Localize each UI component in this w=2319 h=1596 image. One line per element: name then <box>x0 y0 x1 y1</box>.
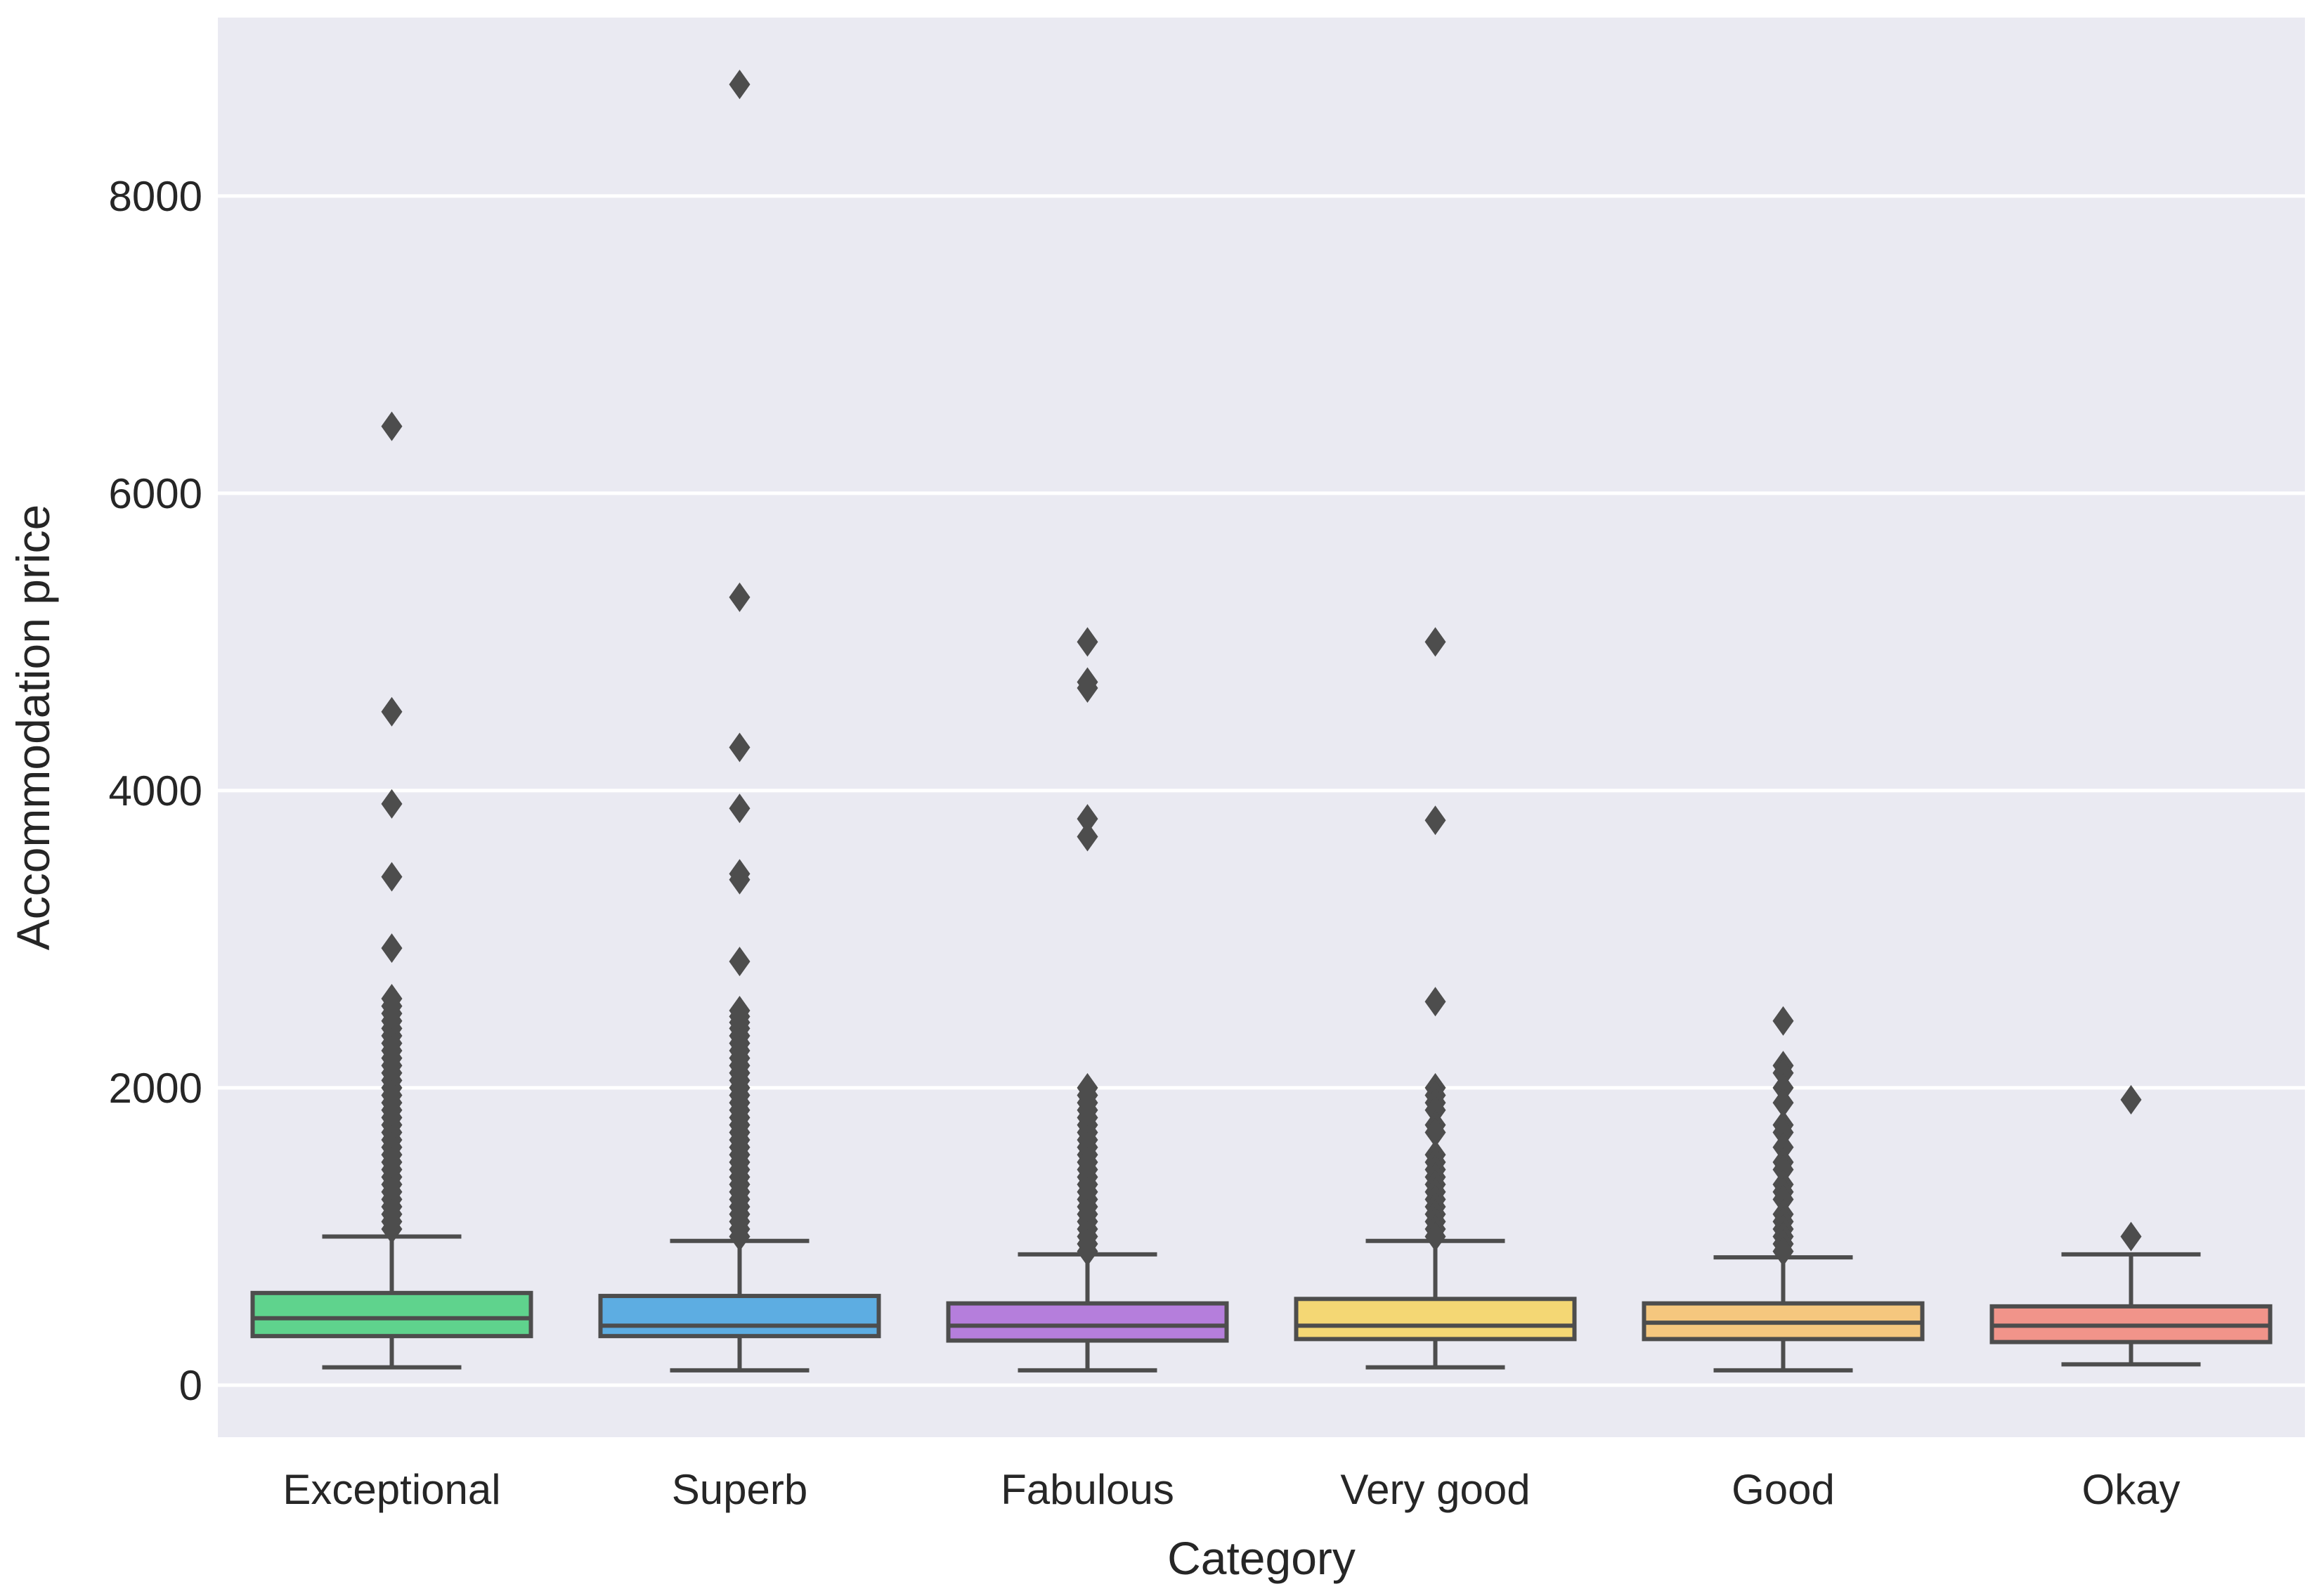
outlier-point <box>381 933 403 964</box>
iqr-box <box>946 1301 1229 1343</box>
outlier-point <box>729 582 751 612</box>
x-axis: Exceptional Superb Fabulous Very good Good Ok… <box>282 1466 2180 1513</box>
outlier-point <box>381 789 403 819</box>
outlier-point <box>729 864 751 895</box>
outlier-point <box>1424 805 1446 836</box>
plot-area <box>218 18 2305 1437</box>
box-fabulous <box>946 627 1229 1373</box>
outlier-point <box>1772 1155 1794 1185</box>
outlier-point <box>1772 1088 1794 1118</box>
outlier-point <box>1077 627 1098 657</box>
outlier-point <box>1772 1184 1794 1214</box>
x-tick-label: Superb <box>672 1466 807 1513</box>
outlier-point <box>1772 1236 1794 1266</box>
x-axis-label: Category <box>1167 1532 1356 1584</box>
y-axis-label: Accommodation price <box>7 505 59 951</box>
outlier-point <box>381 411 403 441</box>
y-tick-label: 2000 <box>109 1065 202 1112</box>
outlier-point <box>1077 1236 1098 1266</box>
x-tick-label: Exceptional <box>282 1466 500 1513</box>
iqr-box <box>250 1290 533 1339</box>
y-tick-label: 6000 <box>109 470 202 517</box>
y-axis: 0 2000 4000 6000 8000 <box>109 173 202 1409</box>
outlier-point <box>1424 1221 1446 1252</box>
outlier-point <box>729 70 751 100</box>
outlier-point <box>729 732 751 763</box>
outlier-point <box>2120 1221 2142 1252</box>
x-tick-label: Fabulous <box>1001 1466 1174 1513</box>
box-superb <box>598 70 881 1373</box>
outlier-point <box>1424 1117 1446 1148</box>
outlier-point <box>1077 673 1098 703</box>
outlier-point <box>729 793 751 824</box>
gridlines <box>218 194 2305 1387</box>
y-tick-label: 0 <box>179 1362 202 1409</box>
outlier-point <box>381 862 403 892</box>
y-tick-label: 4000 <box>109 767 202 815</box>
outlier-point <box>729 947 751 977</box>
boxes <box>250 70 2273 1373</box>
outlier-point <box>1772 1117 1794 1148</box>
outlier-point <box>1424 627 1446 657</box>
outlier-point <box>381 696 403 727</box>
box-very-good <box>1294 627 1577 1370</box>
y-tick-label: 8000 <box>109 173 202 220</box>
outlier-point <box>1424 987 1446 1017</box>
outlier-point <box>1772 1072 1794 1103</box>
x-tick-label: Very good <box>1340 1466 1530 1513</box>
outlier-point <box>2120 1084 2142 1115</box>
x-tick-label: Okay <box>2081 1466 2180 1513</box>
box-okay <box>1989 1084 2273 1367</box>
outlier-point <box>1077 822 1098 852</box>
x-tick-label: Good <box>1732 1466 1835 1513</box>
outlier-point <box>1772 1132 1794 1162</box>
outlier-point <box>1772 1006 1794 1036</box>
outlier-point <box>1077 804 1098 834</box>
iqr-box <box>1294 1297 1577 1342</box>
outlier-point <box>729 1221 751 1252</box>
box-exceptional <box>250 411 533 1370</box>
outlier-point <box>381 1214 403 1244</box>
iqr-box <box>598 1294 881 1339</box>
outlier-point <box>1424 1095 1446 1125</box>
outlier-point <box>1772 1058 1794 1088</box>
box-good <box>1642 1006 1925 1373</box>
